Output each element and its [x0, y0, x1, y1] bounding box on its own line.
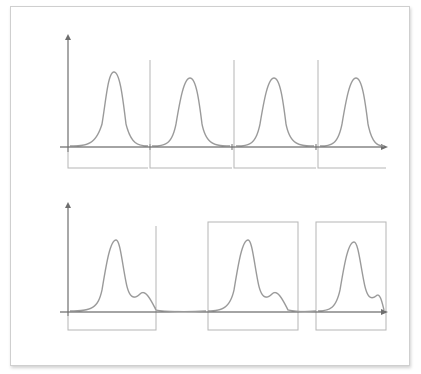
top-y-arrow	[65, 34, 71, 40]
diagram-bottom	[60, 202, 388, 331]
bottom-y-arrow	[65, 202, 71, 208]
bottom-panel-box-3	[315, 221, 387, 331]
bottom-curve-2	[207, 239, 317, 313]
diagram-top	[60, 34, 388, 169]
top-curves	[69, 71, 385, 147]
bottom-panel-boxes	[67, 221, 387, 331]
top-x-arrow	[381, 144, 388, 150]
top-x-ticks	[149, 144, 317, 150]
top-curve-4	[319, 77, 385, 147]
top-panel-box-2	[149, 60, 232, 169]
figure-frame	[10, 6, 410, 366]
bottom-curve-1	[69, 239, 207, 313]
top-panel-box-4	[317, 60, 386, 169]
bottom-panel-box-1	[67, 226, 157, 331]
bottom-x-arrow	[381, 309, 388, 315]
top-panel-box-1	[67, 60, 148, 169]
bottom-panel-box-2	[207, 221, 299, 331]
bottom-curve-3	[317, 241, 385, 312]
top-curve-3	[235, 77, 315, 147]
top-panel-box-3	[233, 60, 316, 169]
bottom-curves	[69, 239, 385, 313]
top-panel-boxes	[67, 60, 386, 169]
top-curve-1	[69, 71, 149, 147]
top-curve-2	[151, 77, 231, 147]
